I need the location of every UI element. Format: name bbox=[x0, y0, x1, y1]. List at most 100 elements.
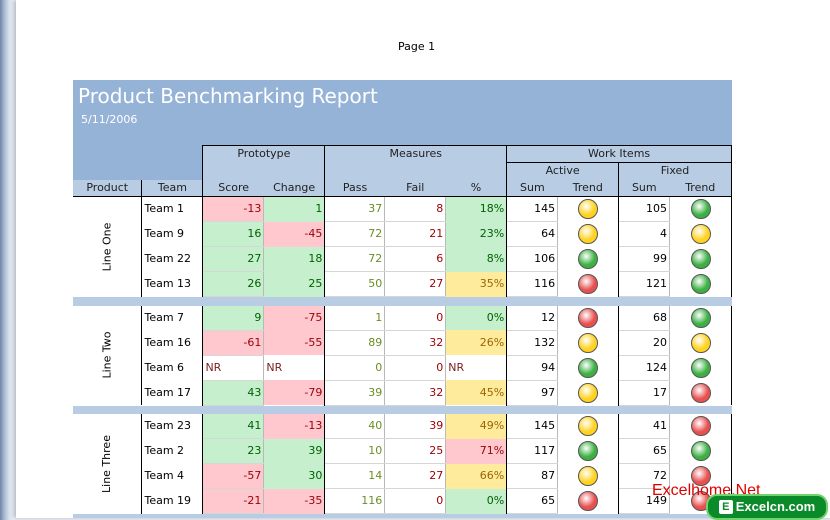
fixed-sum-cell: 121 bbox=[618, 271, 670, 297]
table-row: Team 17 43 -79 39 32 45% 97 17 bbox=[73, 380, 732, 406]
watermark-badge-text: Excelcn.com bbox=[735, 499, 816, 514]
percent-cell: 35% bbox=[445, 271, 508, 297]
percent-cell: 8% bbox=[445, 246, 508, 272]
table-row: Team 2 23 39 10 25 71% 117 65 bbox=[73, 438, 732, 464]
active-trend-cell bbox=[557, 330, 620, 355]
active-trend-cell bbox=[557, 196, 620, 222]
fixed-trend-cell bbox=[669, 463, 732, 489]
product-label: Line Three bbox=[100, 434, 114, 493]
fail-cell: 39 bbox=[384, 414, 447, 439]
fail-cell: 32 bbox=[384, 380, 447, 406]
fixed-trend-cell bbox=[669, 246, 732, 272]
fixed-sum-cell: 65 bbox=[618, 438, 670, 464]
active-trend-cell bbox=[557, 380, 620, 405]
table-row: Line Two Team 7 9 -75 1 0 0% 12 68 bbox=[73, 305, 732, 405]
score-cell: -13 bbox=[202, 196, 265, 222]
table-row: Team 6 NR NR 0 0 NR 94 124 bbox=[73, 355, 732, 381]
trend-yellow-icon bbox=[578, 224, 599, 244]
active-sum-cell: 132 bbox=[506, 330, 559, 356]
active-trend-cell bbox=[557, 355, 620, 380]
active-sum-cell: 94 bbox=[506, 355, 559, 381]
fixed-trend-cell bbox=[669, 380, 732, 405]
change-cell: 1 bbox=[263, 196, 326, 222]
group-separator bbox=[73, 405, 732, 414]
pass-cell: 40 bbox=[324, 414, 386, 439]
table-row: Team 16 -61 -55 89 32 26% 132 20 bbox=[73, 330, 732, 356]
header-score: Score bbox=[202, 179, 264, 197]
active-trend-cell bbox=[557, 414, 620, 439]
active-trend-cell bbox=[557, 271, 620, 297]
active-sum-cell: 64 bbox=[506, 221, 559, 247]
change-cell: -45 bbox=[263, 221, 326, 247]
fixed-sum-cell: 20 bbox=[618, 330, 670, 356]
active-trend-cell bbox=[557, 246, 620, 272]
change-cell: -79 bbox=[263, 380, 326, 405]
fail-cell: 0 bbox=[384, 488, 447, 514]
benchmark-report: Product Benchmarking Report 5/11/2006 Pr… bbox=[73, 80, 732, 518]
score-cell: 27 bbox=[202, 246, 265, 272]
fixed-sum-cell: 68 bbox=[618, 305, 670, 331]
active-sum-cell: 106 bbox=[506, 246, 559, 272]
header-fixed-trend: Trend bbox=[669, 179, 732, 197]
change-cell: 18 bbox=[263, 246, 326, 272]
percent-cell: 0% bbox=[445, 305, 508, 330]
header-work-items: Work Items bbox=[506, 145, 732, 163]
score-cell: -21 bbox=[202, 488, 265, 514]
percent-cell: NR bbox=[445, 355, 508, 380]
trend-green-icon bbox=[690, 199, 711, 220]
fixed-sum-cell: 72 bbox=[618, 463, 670, 489]
header-change: Change bbox=[263, 179, 326, 197]
pass-cell: 72 bbox=[324, 246, 386, 272]
active-sum-cell: 97 bbox=[506, 380, 559, 406]
percent-cell: 71% bbox=[445, 438, 508, 464]
score-cell: NR bbox=[202, 355, 265, 381]
table-row: Team 9 16 -45 72 21 23% 64 4 bbox=[73, 221, 732, 247]
trend-red-icon bbox=[578, 307, 599, 328]
change-cell: 39 bbox=[263, 438, 326, 464]
report-title: Product Benchmarking Report bbox=[78, 84, 378, 108]
percent-cell: 23% bbox=[445, 221, 508, 247]
change-cell: 25 bbox=[263, 271, 326, 297]
trend-yellow-icon bbox=[578, 466, 599, 486]
active-sum-cell: 145 bbox=[506, 196, 559, 222]
fixed-sum-cell: 124 bbox=[618, 355, 670, 381]
pass-cell: 72 bbox=[324, 221, 386, 247]
trend-yellow-icon bbox=[690, 332, 711, 353]
fail-cell: 27 bbox=[384, 463, 447, 489]
pass-cell: 14 bbox=[324, 463, 386, 489]
header-measures: Measures bbox=[324, 145, 508, 163]
pass-cell: 39 bbox=[324, 380, 386, 406]
pass-cell: 1 bbox=[324, 305, 386, 331]
product-cell: Line Three bbox=[73, 414, 143, 514]
trend-yellow-icon bbox=[578, 416, 599, 437]
team-cell: Team 7 bbox=[141, 305, 204, 330]
percent-cell: 66% bbox=[445, 463, 508, 489]
fail-cell: 8 bbox=[384, 196, 447, 222]
group-separator bbox=[73, 513, 732, 518]
fixed-sum-cell: 17 bbox=[618, 380, 670, 406]
header-active-sum: Sum bbox=[506, 179, 558, 197]
trend-red-icon bbox=[690, 466, 711, 486]
table-row: Line Three Team 23 41 -13 40 39 49% 145 … bbox=[73, 414, 732, 514]
score-cell: 16 bbox=[202, 221, 265, 247]
header-percent: % bbox=[445, 179, 508, 197]
fixed-trend-cell bbox=[669, 438, 732, 464]
pass-cell: 89 bbox=[324, 330, 386, 356]
trend-yellow-icon bbox=[578, 332, 599, 353]
fixed-sum-cell: 149 bbox=[618, 488, 670, 514]
score-cell: 23 bbox=[202, 438, 265, 464]
trend-red-icon bbox=[578, 491, 599, 511]
trend-red-icon bbox=[690, 382, 711, 403]
team-cell: Team 16 bbox=[141, 330, 204, 355]
table-row: Team 22 27 18 72 6 8% 106 99 bbox=[73, 246, 732, 272]
team-cell: Team 6 bbox=[141, 355, 204, 380]
change-cell: -13 bbox=[263, 414, 326, 439]
table-row: Team 4 -57 30 14 27 66% 87 72 bbox=[73, 463, 732, 489]
active-sum-cell: 12 bbox=[506, 305, 559, 331]
trend-green-icon bbox=[578, 441, 599, 461]
percent-cell: 0% bbox=[445, 488, 508, 514]
trend-red-icon bbox=[690, 416, 711, 437]
product-cell: Line One bbox=[73, 196, 143, 297]
fixed-trend-cell bbox=[669, 221, 732, 247]
team-cell: Team 19 bbox=[141, 488, 204, 514]
